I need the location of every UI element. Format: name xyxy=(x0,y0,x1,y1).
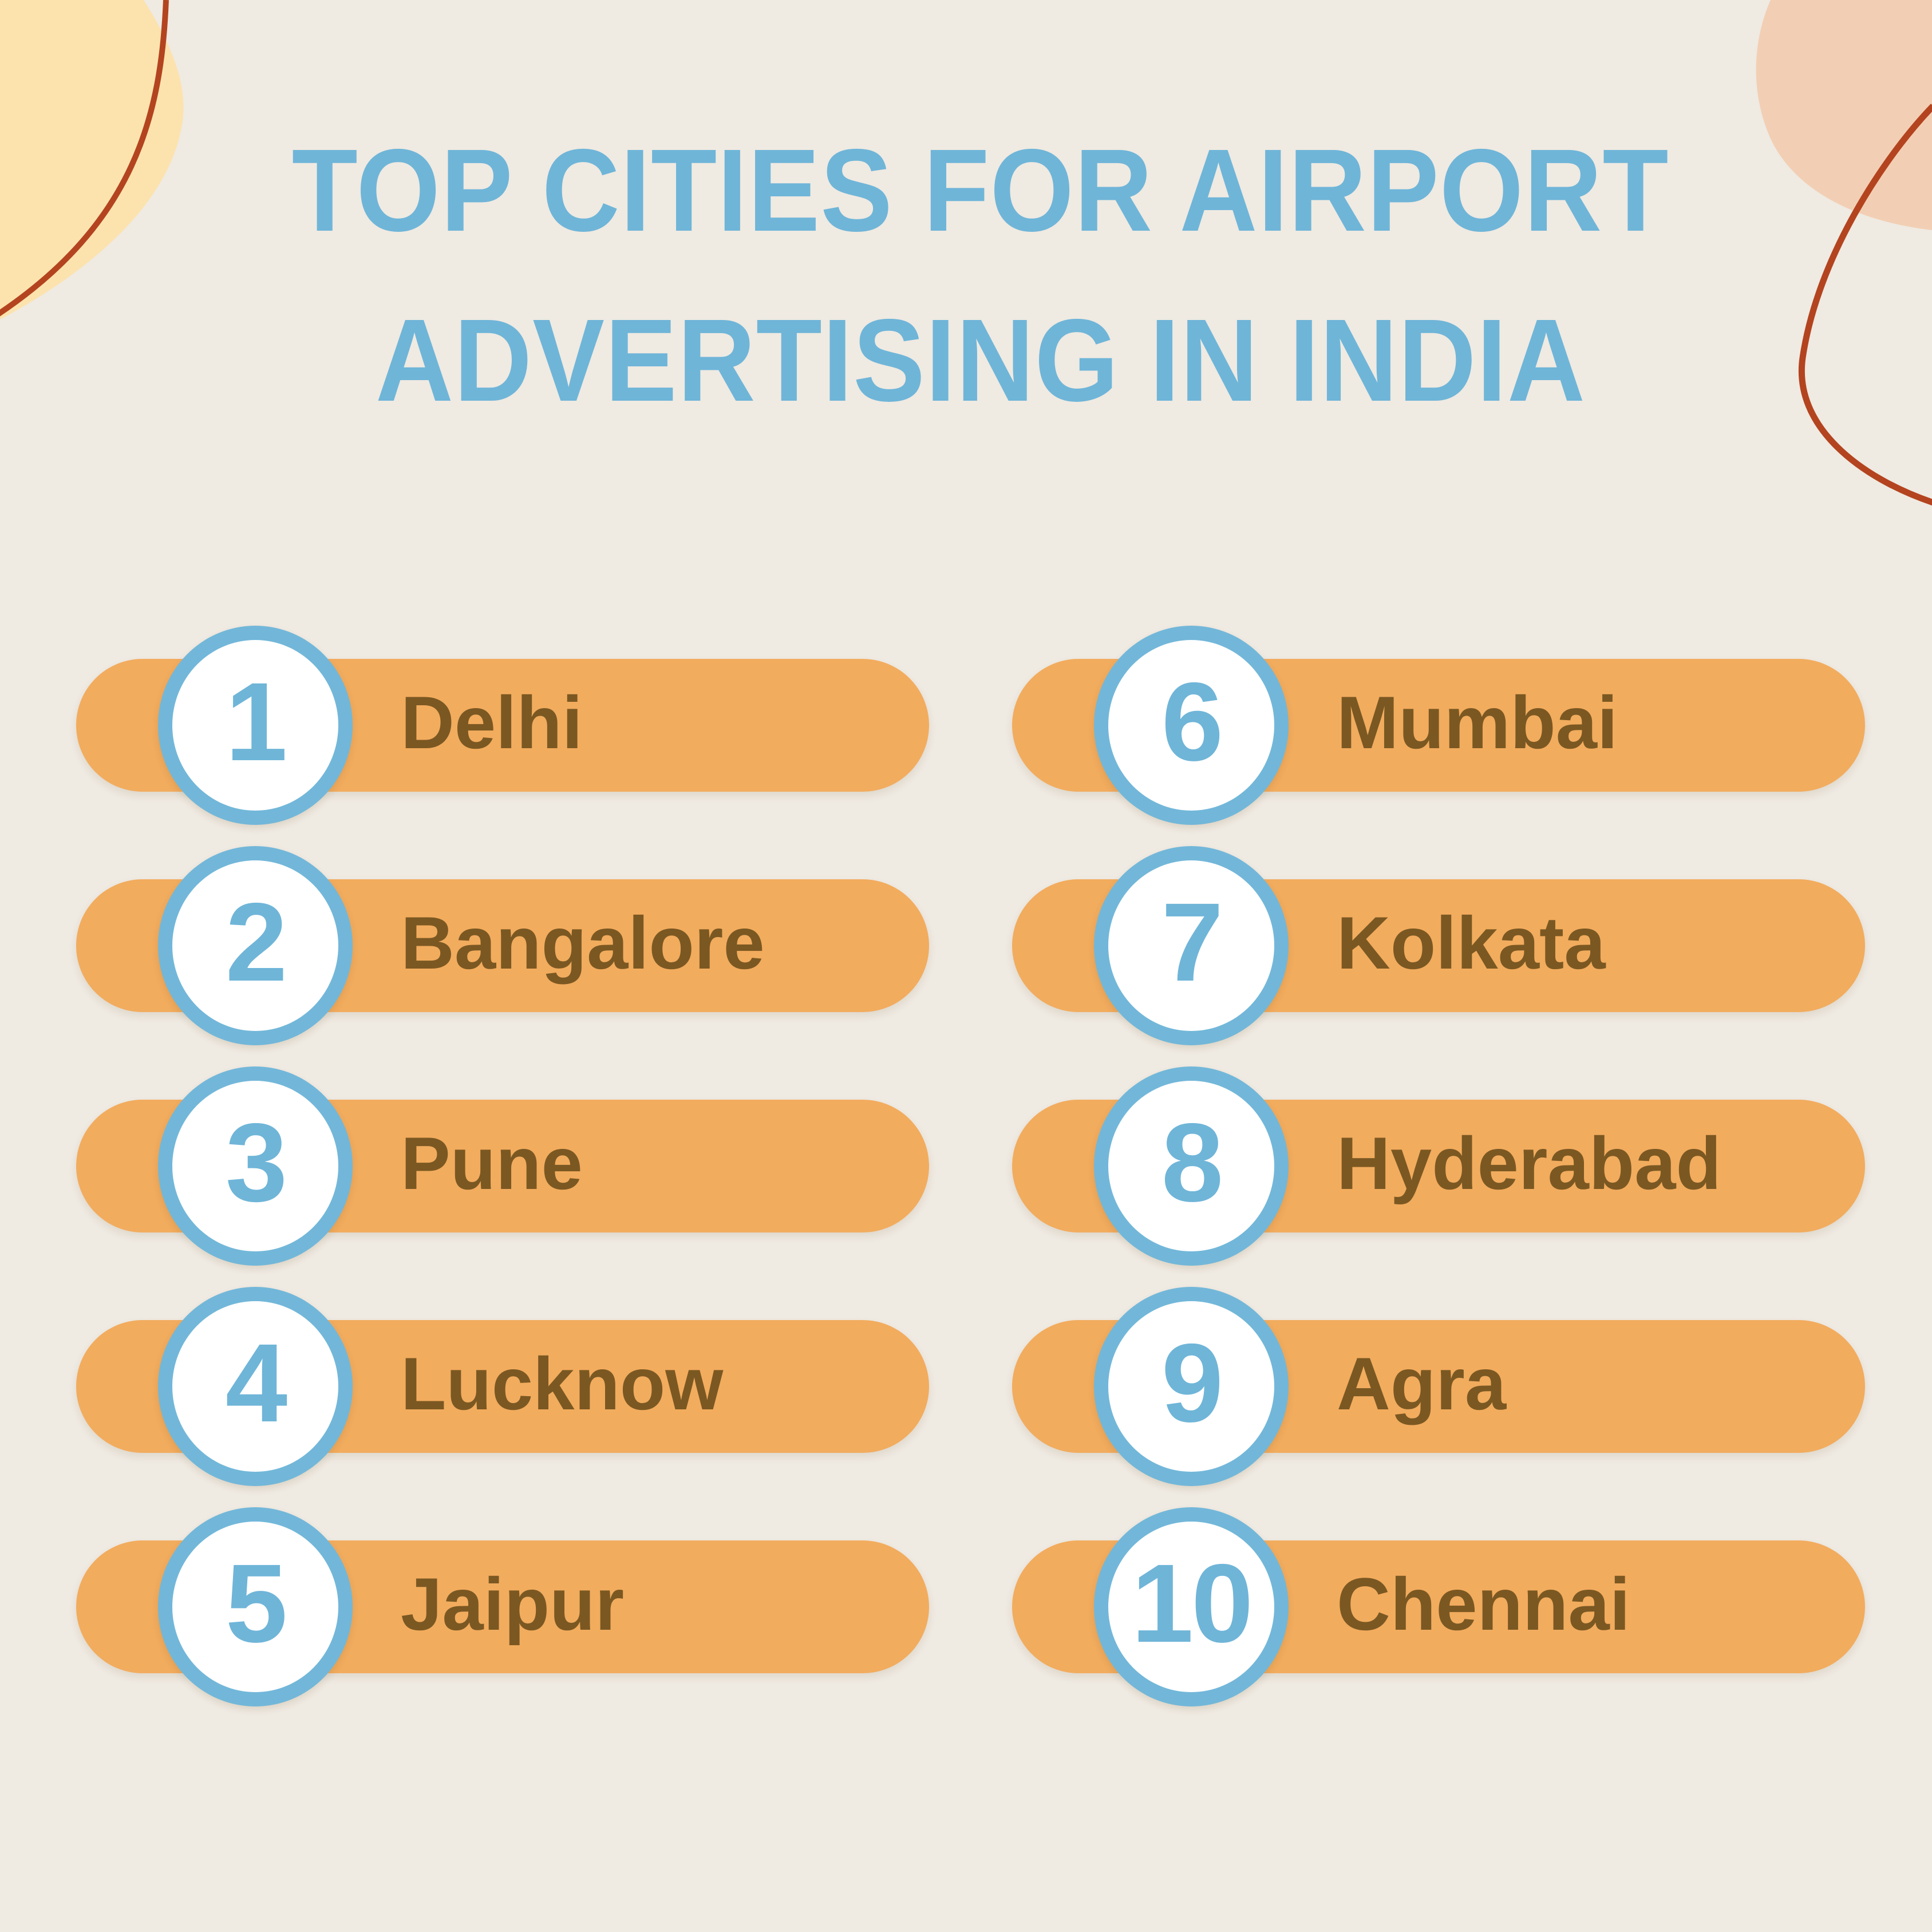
rank-badge: 5 xyxy=(158,1507,353,1706)
rank-number: 3 xyxy=(225,1100,287,1225)
rank-number: 9 xyxy=(1161,1320,1223,1445)
rank-number: 5 xyxy=(225,1540,287,1666)
rank-badge: 1 xyxy=(158,626,353,825)
page-title-line2: ADVERTISING IN INDIA xyxy=(375,295,1586,426)
list-item: 8 Hyderabad xyxy=(1012,1066,1865,1266)
rank-number: 10 xyxy=(1131,1540,1254,1666)
ranking-column-right: 6 Mumbai 7 Kolkata 8 Hyderabad 9 Agra 10… xyxy=(1012,626,1865,1706)
rank-badge: 4 xyxy=(158,1287,353,1486)
rank-badge: 8 xyxy=(1094,1066,1289,1266)
city-label: Kolkata xyxy=(1337,901,1606,985)
city-label: Agra xyxy=(1337,1342,1507,1425)
page-title-line1: TOP CITIES FOR AIRPORT xyxy=(291,125,1669,256)
rank-badge: 7 xyxy=(1094,846,1289,1045)
city-label: Hyderabad xyxy=(1337,1121,1721,1205)
city-label: Mumbai xyxy=(1337,681,1618,764)
city-label: Lucknow xyxy=(401,1342,724,1425)
city-label: Pune xyxy=(401,1121,583,1205)
rank-number: 4 xyxy=(225,1320,287,1445)
city-label: Delhi xyxy=(401,681,583,764)
list-item: 2 Bangalore xyxy=(76,846,929,1045)
list-item: 3 Pune xyxy=(76,1066,929,1266)
rank-number: 6 xyxy=(1161,659,1223,784)
city-label: Bangalore xyxy=(401,901,765,985)
rank-badge: 3 xyxy=(158,1066,353,1266)
rank-badge: 2 xyxy=(158,846,353,1045)
rank-number: 2 xyxy=(225,879,287,1005)
city-label: Jaipur xyxy=(401,1562,625,1646)
list-item: 4 Lucknow xyxy=(76,1287,929,1486)
rank-number: 8 xyxy=(1161,1100,1223,1225)
list-item: 6 Mumbai xyxy=(1012,626,1865,825)
ranking-column-left: 1 Delhi 2 Bangalore 3 Pune 4 Lucknow 5 J… xyxy=(76,626,929,1706)
list-item: 1 Delhi xyxy=(76,626,929,825)
list-item: 9 Agra xyxy=(1012,1287,1865,1486)
rank-badge: 9 xyxy=(1094,1287,1289,1486)
city-label: Chennai xyxy=(1337,1562,1630,1646)
rank-badge: 10 xyxy=(1094,1507,1289,1706)
rank-number: 7 xyxy=(1161,879,1223,1005)
list-item: 5 Jaipur xyxy=(76,1507,929,1706)
list-item: 10 Chennai xyxy=(1012,1507,1865,1706)
list-item: 7 Kolkata xyxy=(1012,846,1865,1045)
rank-number: 1 xyxy=(225,659,287,784)
page-title: TOP CITIES FOR AIRPORT ADVERTISING IN IN… xyxy=(14,105,1932,445)
rank-badge: 6 xyxy=(1094,626,1289,825)
